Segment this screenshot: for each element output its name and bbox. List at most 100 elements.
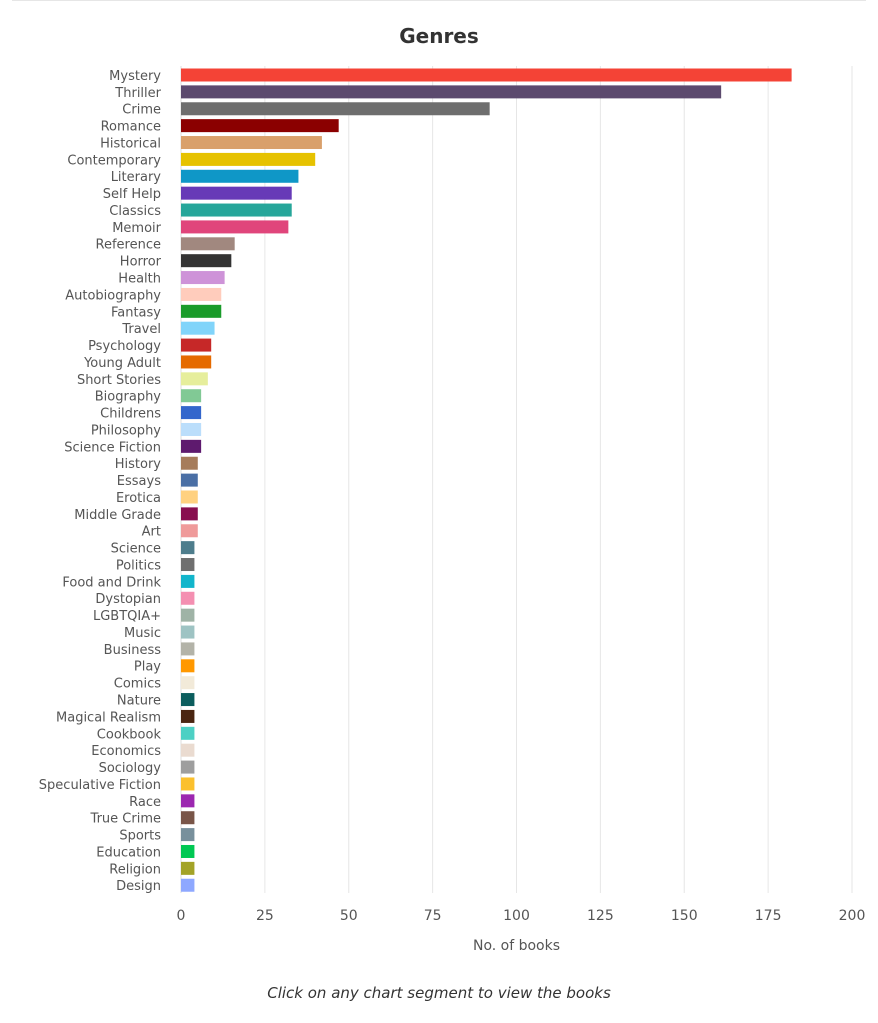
bar-lgbtqia-[interactable] [181,608,195,622]
category-label: Autobiography [65,288,161,303]
category-label: Education [96,845,161,860]
x-tick-label: 75 [424,908,442,924]
category-label: Classics [109,204,161,219]
chart-title: Genres [399,24,479,48]
bar-biography[interactable] [181,389,202,403]
bar-comics[interactable] [181,676,195,690]
category-label: Sports [119,829,161,844]
bar-travel[interactable] [181,321,215,335]
bar-design[interactable] [181,878,195,892]
category-label: Food and Drink [62,575,161,590]
bar-crime[interactable] [181,102,490,116]
category-label: Speculative Fiction [39,778,161,793]
category-label: Business [104,643,162,658]
bar-thriller[interactable] [181,85,722,99]
category-label: LGBTQIA+ [93,609,161,624]
category-label: Psychology [88,339,161,354]
x-tick-label: 0 [177,908,186,924]
category-label: Health [118,272,161,287]
category-label: Memoir [112,221,161,236]
bar-nature[interactable] [181,693,195,707]
category-label: Design [116,879,161,894]
bar-religion[interactable] [181,861,195,875]
bar-psychology[interactable] [181,338,212,352]
category-label: Religion [109,862,161,877]
bar-childrens[interactable] [181,406,202,420]
bar-fantasy[interactable] [181,304,222,318]
bar-young-adult[interactable] [181,355,212,369]
bar-music[interactable] [181,625,195,639]
bar-business[interactable] [181,642,195,656]
bar-true-crime[interactable] [181,811,195,825]
chart-hint-text: Click on any chart segment to view the b… [267,984,611,1002]
category-label: History [115,457,162,472]
x-axis-title: No. of books [473,938,560,954]
category-label: Science Fiction [64,440,161,455]
bar-self-help[interactable] [181,186,292,200]
bar-history[interactable] [181,456,198,470]
bar-essays[interactable] [181,473,198,487]
bar-speculative-fiction[interactable] [181,777,195,791]
bar-short-stories[interactable] [181,372,208,386]
category-label: Politics [116,558,161,573]
bar-sociology[interactable] [181,760,195,774]
bar-science[interactable] [181,541,195,555]
bar-classics[interactable] [181,203,292,217]
bar-philosophy[interactable] [181,422,202,436]
bar-horror[interactable] [181,254,232,268]
category-label: Middle Grade [74,508,161,523]
bar-middle-grade[interactable] [181,507,198,521]
bar-food-and-drink[interactable] [181,574,195,588]
category-label: Biography [95,390,162,405]
bar-mystery[interactable] [181,68,792,82]
category-label: Young Adult [83,356,161,371]
category-label: Music [124,626,161,641]
category-label: Reference [96,238,161,253]
bar-erotica[interactable] [181,490,198,504]
category-label: Science [111,542,161,557]
category-label: Childrens [100,407,161,422]
bar-education[interactable] [181,844,195,858]
bar-health[interactable] [181,271,225,285]
bar-art[interactable] [181,524,198,538]
bar-autobiography[interactable] [181,287,222,301]
category-label: Erotica [116,491,161,506]
bar-politics[interactable] [181,558,195,572]
bar-economics[interactable] [181,743,195,757]
category-label: Comics [114,677,161,692]
x-tick-label: 100 [503,908,530,924]
top-divider [12,0,866,1]
category-label: True Crime [90,812,161,827]
category-label: Nature [117,694,161,709]
category-label: Magical Realism [56,710,161,725]
x-tick-label: 200 [839,908,866,924]
bar-sports[interactable] [181,828,195,842]
category-label: Economics [91,744,161,759]
bar-contemporary[interactable] [181,152,316,166]
x-tick-label: 50 [340,908,358,924]
bar-dystopian[interactable] [181,591,195,605]
x-tick-label: 125 [587,908,614,924]
category-label: Self Help [103,187,161,202]
bar-race[interactable] [181,794,195,808]
category-label: Art [142,525,161,540]
category-label: Literary [111,170,162,185]
category-label: Romance [101,120,161,135]
bar-literary[interactable] [181,169,299,183]
bar-science-fiction[interactable] [181,439,202,453]
bar-magical-realism[interactable] [181,709,195,723]
category-label: Dystopian [95,592,161,607]
category-label: Philosophy [91,423,161,438]
bar-romance[interactable] [181,119,339,133]
bar-reference[interactable] [181,237,235,251]
category-label: Crime [122,103,161,118]
bar-cookbook[interactable] [181,726,195,740]
category-label: Essays [117,474,161,489]
bar-historical[interactable] [181,136,322,150]
category-label: Thriller [114,86,161,101]
category-label: Play [134,660,161,675]
bar-memoir[interactable] [181,220,289,234]
bar-play[interactable] [181,659,195,673]
category-label: Travel [121,322,161,337]
